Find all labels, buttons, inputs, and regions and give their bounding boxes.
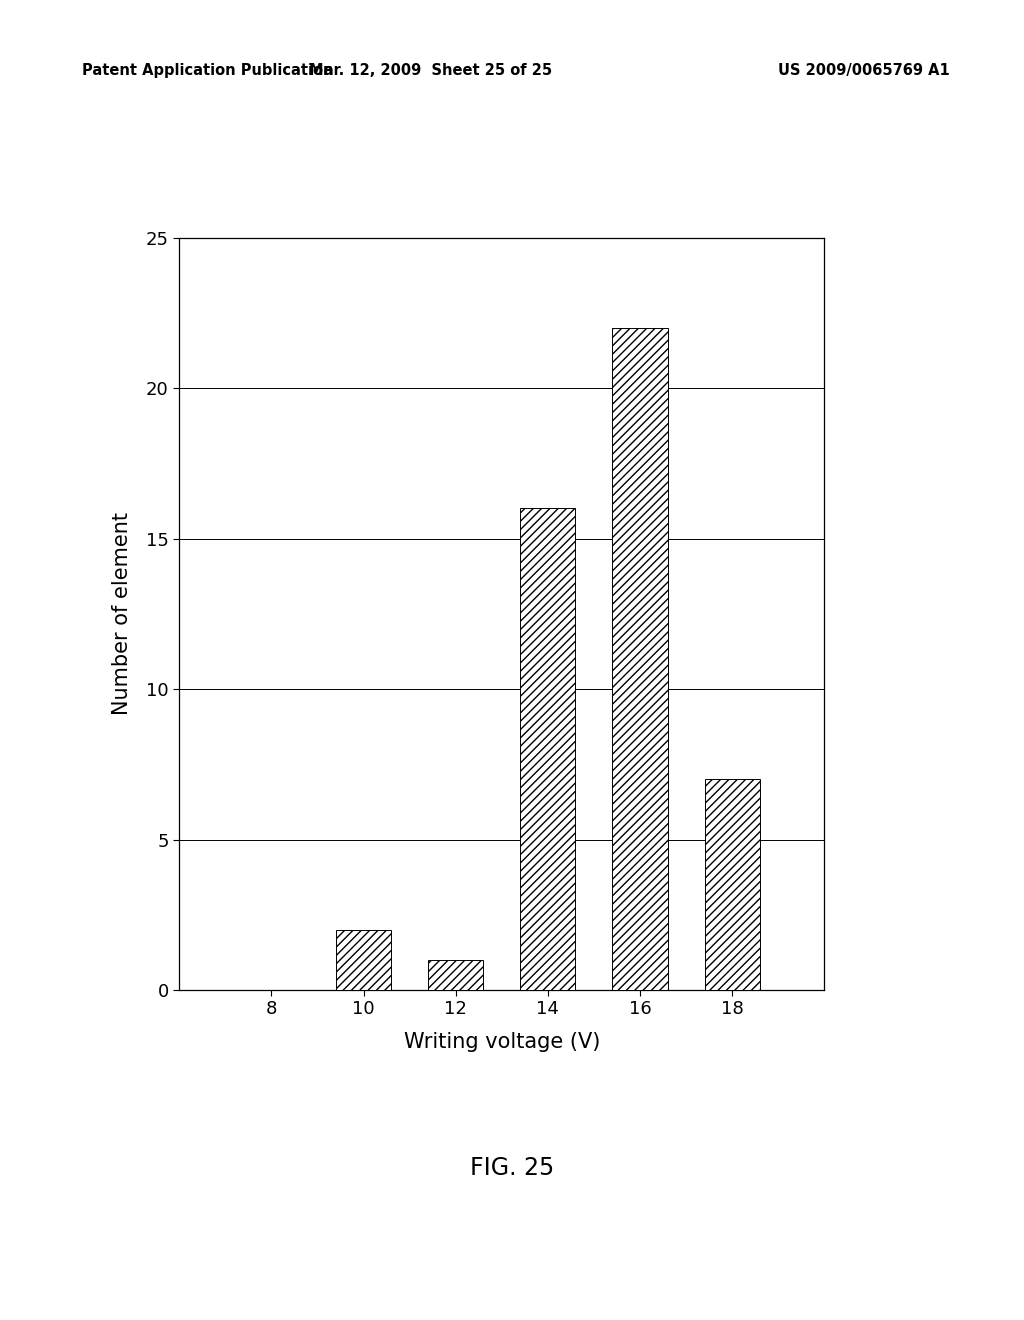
Bar [428, 960, 483, 990]
Y-axis label: Number of element: Number of element [112, 512, 132, 715]
Text: FIG. 25: FIG. 25 [470, 1156, 554, 1180]
Text: US 2009/0065769 A1: US 2009/0065769 A1 [778, 63, 950, 78]
Bar [705, 779, 760, 990]
X-axis label: Writing voltage (V): Writing voltage (V) [403, 1032, 600, 1052]
Text: Patent Application Publication: Patent Application Publication [82, 63, 334, 78]
Bar [520, 508, 575, 990]
Text: Mar. 12, 2009  Sheet 25 of 25: Mar. 12, 2009 Sheet 25 of 25 [308, 63, 552, 78]
Bar [336, 929, 391, 990]
Bar [612, 327, 668, 990]
